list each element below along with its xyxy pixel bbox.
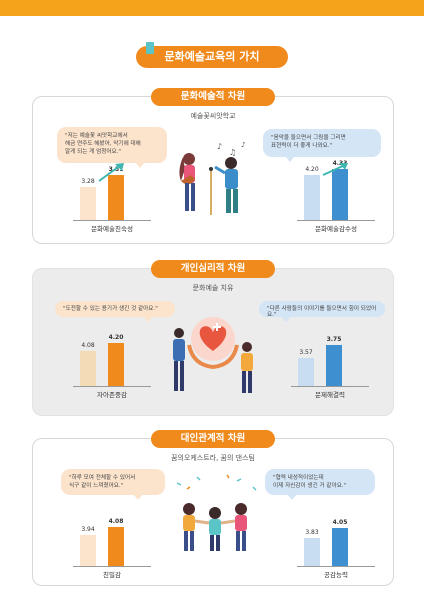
bar-after: [108, 343, 124, 386]
bar-before: [80, 535, 96, 566]
chart-left: 4.08 4.20: [73, 327, 151, 387]
chart-axis: [73, 220, 151, 221]
section-subtitle: 꿈의오케스트라, 꿈의 댄스팀: [171, 454, 255, 462]
section-interpersonal: 대인관계적 차원 꿈의오케스트라, 꿈의 댄스팀 "하루 모여 전체할 수 있어…: [32, 430, 394, 586]
heart-hands-illustration: [173, 317, 253, 393]
chart-right-label: 문화예술감수성: [315, 225, 357, 233]
chart-axis: [73, 386, 151, 387]
chart-left: 3.28 3.51: [73, 161, 151, 221]
trend-up-arrow-icon: [98, 163, 124, 182]
chart-right: 4.20 4.33: [297, 160, 375, 221]
value-before: 3.28: [81, 178, 95, 185]
children-holding-hands-illustration: [176, 474, 257, 551]
section-subtitle: 문화예술 치유: [192, 284, 234, 292]
section-subtitle: 예술꽃씨앗학교: [190, 112, 236, 120]
bar-after: [108, 527, 124, 566]
value-before: 4.20: [305, 166, 319, 173]
bar-after: [332, 528, 348, 566]
page-title: 문화예술교육의 가치: [164, 50, 260, 63]
bar-before: [304, 538, 320, 566]
chart-right-label: 공감능력: [324, 571, 348, 579]
chart-left-label: 친밀감: [103, 571, 121, 579]
bar-after: [326, 345, 342, 386]
value-before: 3.57: [299, 349, 313, 356]
value-before: 3.94: [81, 526, 95, 533]
value-after: 4.20: [108, 334, 124, 341]
bar-before: [80, 187, 96, 220]
chart-right-label: 문제해결력: [315, 391, 345, 399]
quote-bubble-right: "음악을 들으면서 그림을 그리면 표현력이 더 좋게 나와요.": [263, 129, 381, 162]
section-heading: 문화예술적 차원: [151, 88, 275, 106]
quote-bubble-right: "협력 내성적이었는데 이제 자신감이 생긴 거 같아요.": [265, 469, 375, 500]
chart-axis: [73, 566, 151, 567]
musicians-illustration: ♪ ♫ ♪: [179, 141, 245, 215]
svg-text:♫: ♫: [229, 148, 236, 157]
chart-axis: [297, 220, 375, 221]
chart-axis: [291, 386, 369, 387]
chart-left-label: 문화예술친숙성: [91, 225, 133, 233]
value-after: 3.75: [326, 336, 342, 343]
bar-after: [108, 175, 124, 220]
quote-bubble-left: "하루 모여 전체할 수 있어서 식구 같이 느껴졌어요.": [61, 469, 165, 500]
bar-after: [332, 169, 348, 220]
quote-bubble-left: "저는 예술꽃 씨앗학교에서 해금 연주도 해봤어, 악기에 대해 알게 되는 …: [57, 127, 167, 168]
value-before: 4.08: [81, 342, 95, 349]
chart-axis: [297, 566, 375, 567]
title-square-icon: [146, 42, 154, 54]
trend-up-arrow-icon: [322, 163, 348, 176]
chart-left: 3.94 4.08: [73, 507, 151, 567]
chart-left-label: 자아존중감: [97, 391, 127, 399]
value-after: 4.08: [108, 518, 124, 525]
section-cultural-arts: 문화예술적 차원 예술꽃씨앗학교 "저는 예술꽃 씨앗학교에서 해금 연주도 해…: [32, 88, 394, 244]
value-before: 3.83: [305, 529, 319, 536]
section-personal-psychology: 개인심리적 차원 문화예술 치유 "도전할 수 있는 용기가 생긴 것 같아요.…: [32, 260, 394, 416]
section-heading: 대인관계적 차원: [151, 430, 275, 448]
svg-text:♪: ♪: [241, 141, 245, 149]
top-accent-bar: [0, 0, 424, 16]
bar-before: [298, 358, 314, 386]
svg-text:♪: ♪: [217, 142, 222, 151]
quote-bubble-right: "다른 사람들의 이야기를 들으면서 힘이 되었어요.": [259, 301, 385, 322]
bar-before: [80, 351, 96, 386]
quote-bubble-left: "도전할 수 있는 용기가 생긴 것 같아요.": [55, 301, 175, 322]
page-title-pill: 문화예술교육의 가치: [136, 42, 288, 68]
value-after: 4.05: [332, 519, 348, 526]
bar-before: [304, 175, 320, 220]
section-heading: 개인심리적 차원: [151, 260, 275, 278]
chart-right: 3.83 4.05: [297, 507, 375, 567]
chart-right: 3.57 3.75: [291, 327, 369, 387]
